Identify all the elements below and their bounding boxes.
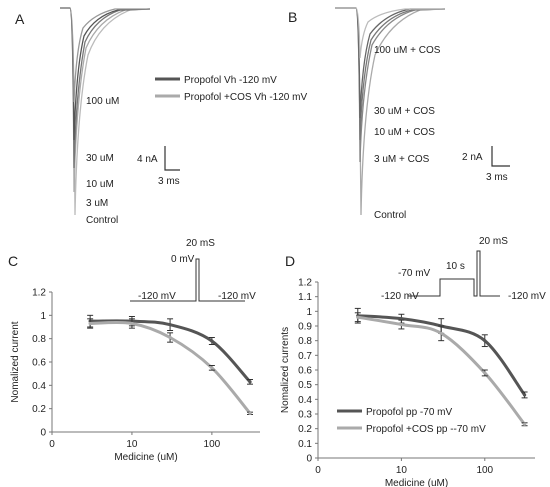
protocol-prepulse-t-d: 10 s <box>446 261 465 272</box>
data-point-cos-d <box>399 322 403 327</box>
legend-label-cos-d: Propofol +COS pp --70 mV <box>366 424 486 435</box>
panel-letter-c: C <box>8 253 18 269</box>
y-tick-label-d: 0.4 <box>298 395 312 406</box>
y-tick-label-d: 1 <box>306 307 312 318</box>
protocol-step-c: 20 mS <box>186 238 215 249</box>
y-tick-label-d: 0.2 <box>298 424 312 435</box>
protocol-prepulse-v-d: -70 mV <box>398 268 431 279</box>
trace-label-a-30: 30 uM <box>86 153 114 164</box>
data-point-cos-c <box>210 366 214 370</box>
y-tick-label-d: 0.9 <box>298 322 312 333</box>
data-point-propofol-c <box>210 339 214 343</box>
y-tick-label-d: 0.3 <box>298 410 312 421</box>
y-tick-label-c: 0.8 <box>32 334 46 345</box>
traces-a <box>60 7 151 216</box>
data-point-cos-c <box>248 411 252 415</box>
x-tick-label-d: 100 <box>476 465 493 476</box>
y-tick-label-d: 1.2 <box>298 278 312 289</box>
y-tick-label-c: 1.2 <box>32 288 46 299</box>
protocol-hold-right-c: -120 mV <box>218 291 256 302</box>
scale-current-a: 4 nA <box>137 154 158 165</box>
y-tick-label-d: 0.7 <box>298 351 312 362</box>
panel-c: C 20 mS 0 mV -120 mV -120 mV 00.20.40.60… <box>8 238 260 463</box>
y-tick-label-d: 0.8 <box>298 336 312 347</box>
y-tick-label-d: 0.1 <box>298 439 312 450</box>
panel-d: D 20 mS -70 mV 10 s -120 mV -120 mV 0 0.1… <box>280 236 546 487</box>
panel-letter-b: B <box>288 9 297 25</box>
y-tick-label-d: 0 <box>306 454 312 465</box>
y-tick-label-d: 1.1 <box>298 292 312 303</box>
panel-letter-a: A <box>15 11 25 27</box>
traces-b <box>335 7 446 216</box>
data-point-propofol-d <box>522 393 527 397</box>
x-axis-title-c: Medicine (uM) <box>114 452 177 463</box>
scale-bar-b: 2 nA 3 ms <box>462 146 510 183</box>
trace-label-a-10: 10 uM <box>86 179 114 190</box>
y-tick-label-c: 0.2 <box>32 404 46 415</box>
chart-c: 0 0.2 0.4 0.6 0.8 1 1.2 0 10 100 Medicine (uM) Noma… <box>10 288 260 463</box>
panel-a: A 100 uM 30 uM 10 uM 3 uM Control Propof… <box>15 7 307 226</box>
data-point-propofol-c <box>168 323 172 327</box>
protocol-hold-left-d: -120 mV <box>381 291 419 302</box>
legend-label-propofol-a: Propofol Vh -120 mV <box>184 75 277 86</box>
scale-bar-a: 4 nA 3 ms <box>137 146 180 187</box>
data-point-cos-d <box>439 331 443 335</box>
data-point-cos-d <box>483 371 487 375</box>
y-tick-label-c: 1 <box>40 311 46 322</box>
data-point-propofol-c <box>248 380 252 384</box>
trace-label-a-100: 100 uM <box>86 96 119 107</box>
scale-current-b: 2 nA <box>462 152 483 163</box>
trace-label-b-100: 100 uM + COS <box>374 45 441 56</box>
legend-a: Propofol Vh -120 mV Propofol +COS Vh -12… <box>155 75 307 103</box>
scale-time-b: 3 ms <box>486 172 508 183</box>
trace-label-b-control: Control <box>374 210 406 221</box>
trace-label-a-3: 3 uM <box>86 198 108 209</box>
y-tick-label-c: 0.4 <box>32 381 46 392</box>
data-point-cos-c <box>130 321 134 326</box>
protocol-hold-right-d: -120 mV <box>508 291 546 302</box>
chart-d: 0 0.1 0.2 0.3 0.4 0.5 0.6 0.7 0.8 0.9 1 1.1 1.2 0 10 10… <box>280 278 535 487</box>
protocol-hold-left-c: -120 mV <box>138 291 176 302</box>
data-point-cos-c <box>88 321 92 326</box>
x-tick-label-d: 0 <box>315 465 321 476</box>
y-tick-label-d: 0.6 <box>298 366 312 377</box>
trace-label-a-control: Control <box>86 215 118 226</box>
trace-label-b-3: 3 uM + COS <box>374 154 430 165</box>
y-tick-label-c: 0.6 <box>32 358 46 369</box>
legend-label-propofol-d: Propofol pp -70 mV <box>366 407 452 418</box>
panel-b: B 100 uM + COS 30 uM + COS 10 uM + COS 3… <box>288 7 510 221</box>
data-point-cos-d <box>522 422 527 426</box>
protocol-d: 20 mS -70 mV 10 s -120 mV -120 mV <box>381 236 546 302</box>
x-tick-label-c: 100 <box>204 439 221 450</box>
y-tick-label-d: 0.5 <box>298 380 312 391</box>
legend-label-cos-a: Propofol +COS Vh -120 mV <box>184 92 307 103</box>
y-axis-title-d: Nomalized currents <box>280 327 291 413</box>
x-tick-label-c: 10 <box>126 439 138 450</box>
protocol-test-v-c: 0 mV <box>171 254 195 265</box>
x-tick-label-d: 10 <box>396 465 408 476</box>
protocol-c: 20 mS 0 mV -120 mV -120 mV <box>130 238 256 302</box>
protocol-step-d: 20 mS <box>479 236 508 247</box>
y-tick-label-c: 0 <box>40 428 46 439</box>
legend-d: Propofol pp -70 mV Propofol +COS pp --70… <box>337 407 486 435</box>
data-point-cos-d <box>356 315 360 319</box>
y-axis-title-c: Nomalized current <box>10 321 21 402</box>
data-point-propofol-d <box>399 317 403 321</box>
panel-letter-d: D <box>285 253 295 269</box>
data-point-propofol-d <box>483 339 487 343</box>
x-axis-title-d: Medicine (uM) <box>385 478 448 487</box>
trace-label-b-10: 10 uM + COS <box>374 127 435 138</box>
scale-time-a: 3 ms <box>158 176 180 187</box>
trace-label-b-30: 30 uM + COS <box>374 106 435 117</box>
data-point-cos-c <box>168 335 172 340</box>
x-tick-label-c: 0 <box>49 439 55 450</box>
